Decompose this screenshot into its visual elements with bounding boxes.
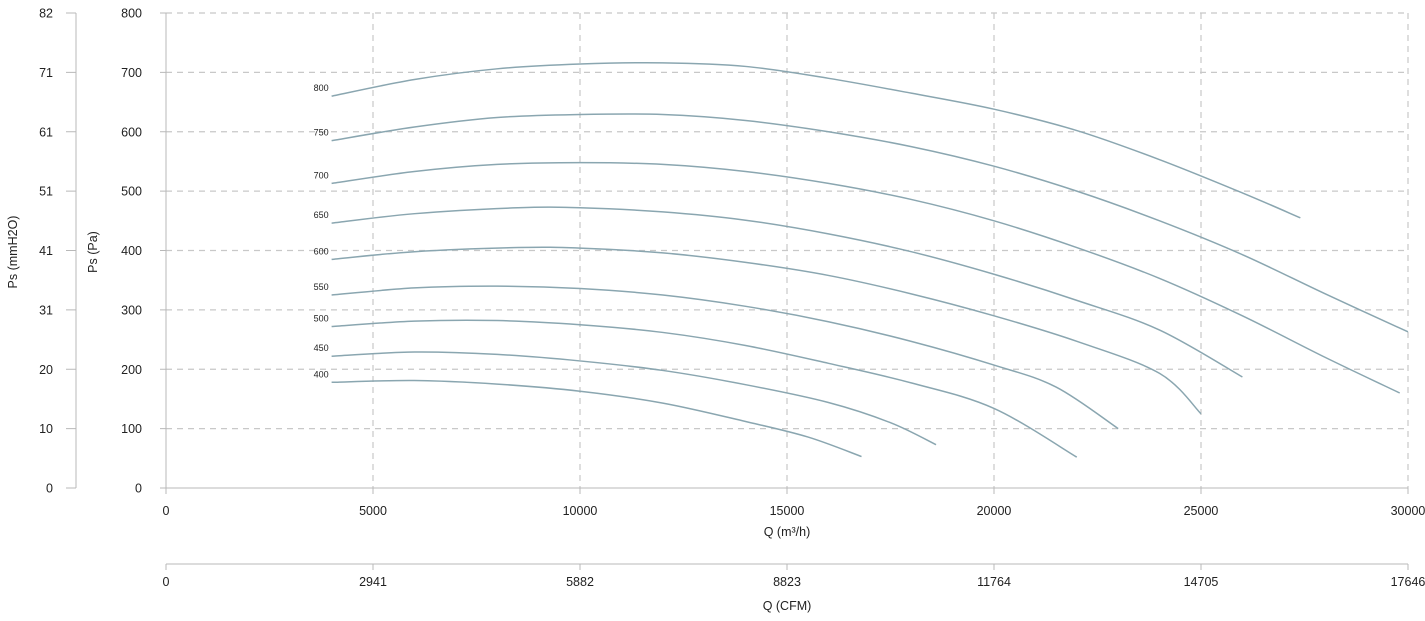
- rpm-curve-700: [331, 161, 1401, 394]
- curve-label-700: 700: [314, 170, 329, 180]
- curve-label-800: 800: [314, 83, 329, 93]
- x-axis-title: Q (m³/h): [764, 525, 811, 539]
- y-tick-label: 300: [121, 303, 142, 317]
- y-axis-secondary-title: Ps (mmH2O): [6, 216, 20, 289]
- y-tick-label: 500: [121, 185, 142, 199]
- x-tick-label: 30000: [1391, 504, 1425, 518]
- rpm-curve-500: [331, 319, 1078, 458]
- curve-label-450: 450: [314, 343, 329, 353]
- x-tick-label: 10000: [563, 504, 598, 518]
- curve-label-500: 500: [314, 314, 329, 324]
- x-tick-label: 25000: [1184, 504, 1219, 518]
- y-secondary-tick-label: 10: [39, 422, 53, 436]
- rpm-curve-450: [331, 351, 937, 446]
- y-tick-label: 400: [121, 244, 142, 258]
- curve-label-750: 750: [314, 128, 329, 138]
- rpm-curve-750: [331, 113, 1409, 333]
- rpm-curve-800: [331, 62, 1301, 219]
- grid: [166, 12, 1409, 488]
- curve-label-650: 650: [314, 210, 329, 220]
- y-tick-label: 700: [121, 66, 142, 80]
- y-axis-title: Ps (Pa): [86, 231, 100, 273]
- y-secondary-tick-label: 51: [39, 185, 53, 199]
- y-tick-label: 200: [121, 363, 142, 377]
- x-secondary-tick-label: 2941: [359, 575, 387, 589]
- curve-label-400: 400: [314, 369, 329, 379]
- y-secondary-tick-label: 31: [39, 303, 53, 317]
- curves: [331, 62, 1409, 458]
- x-tick-label: 5000: [359, 504, 387, 518]
- x-tick-label: 15000: [770, 504, 805, 518]
- y-tick-label: 600: [121, 125, 142, 139]
- y-secondary-tick-label: 71: [39, 66, 53, 80]
- y-secondary-tick-label: 82: [39, 7, 53, 21]
- y-tick-label: 800: [121, 7, 142, 21]
- axes: [66, 12, 1409, 570]
- curve-label-600: 600: [314, 246, 329, 256]
- x-secondary-tick-label: 0: [163, 575, 170, 589]
- y-secondary-tick-label: 20: [39, 363, 53, 377]
- rpm-curve-400: [331, 379, 862, 458]
- rpm-curve-600: [331, 246, 1202, 415]
- y-tick-label: 100: [121, 422, 142, 436]
- x-secondary-tick-label: 14705: [1184, 575, 1219, 589]
- x-tick-label: 20000: [977, 504, 1012, 518]
- x-secondary-tick-label: 8823: [773, 575, 801, 589]
- x-axis-secondary-title: Q (CFM): [763, 599, 812, 613]
- x-secondary-tick-label: 11764: [977, 575, 1011, 589]
- y-secondary-tick-label: 61: [39, 125, 53, 139]
- labels: 0 5000 10000 15000 20000 25000 300000010010200…: [39, 7, 1425, 590]
- y-tick-label: 0: [135, 482, 142, 496]
- x-tick-label: 0: [163, 504, 170, 518]
- curve-label-550: 550: [314, 282, 329, 292]
- y-secondary-tick-label: 41: [39, 244, 53, 258]
- rpm-curve-550: [331, 285, 1119, 430]
- x-secondary-tick-label: 5882: [566, 575, 594, 589]
- y-secondary-tick-label: 0: [46, 482, 53, 496]
- x-secondary-tick-label: 17646: [1391, 575, 1425, 589]
- rpm-curve-650: [331, 206, 1243, 378]
